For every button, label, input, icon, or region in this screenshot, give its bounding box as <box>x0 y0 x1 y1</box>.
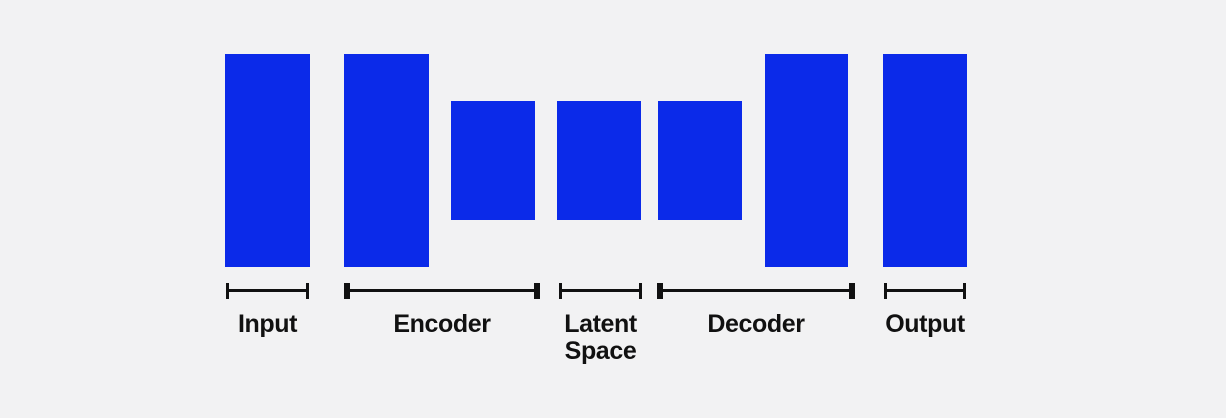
output-bracket <box>884 283 966 299</box>
latent-space-label: Latent Space <box>564 310 637 365</box>
latent-space-bracket <box>559 283 642 299</box>
input-bracket <box>226 283 309 299</box>
encoder-layer-2-bar <box>451 101 535 220</box>
decoder-layer-2-bar <box>765 54 848 267</box>
input-bracket-line <box>226 289 309 292</box>
decoder-bracket-right-tick <box>849 283 855 299</box>
output-layer-bar <box>883 54 967 267</box>
latent-layer-bar <box>557 101 641 220</box>
output-bracket-right-tick <box>963 283 966 299</box>
encoder-layer-1-bar <box>344 54 429 267</box>
input-bracket-right-tick <box>306 283 309 299</box>
input-layer-bar <box>225 54 310 267</box>
decoder-bracket-line <box>657 289 855 292</box>
decoder-label: Decoder <box>707 310 805 338</box>
encoder-bracket-right-tick <box>534 283 540 299</box>
decoder-layer-1-bar <box>658 101 742 220</box>
encoder-bracket-line <box>344 289 540 292</box>
latent-space-bracket-line <box>559 289 642 292</box>
latent-space-bracket-right-tick <box>639 283 642 299</box>
output-label: Output <box>885 310 965 338</box>
decoder-bracket <box>657 283 855 299</box>
encoder-bracket <box>344 283 540 299</box>
encoder-label: Encoder <box>393 310 491 338</box>
output-bracket-line <box>884 289 966 292</box>
input-label: Input <box>237 310 298 338</box>
